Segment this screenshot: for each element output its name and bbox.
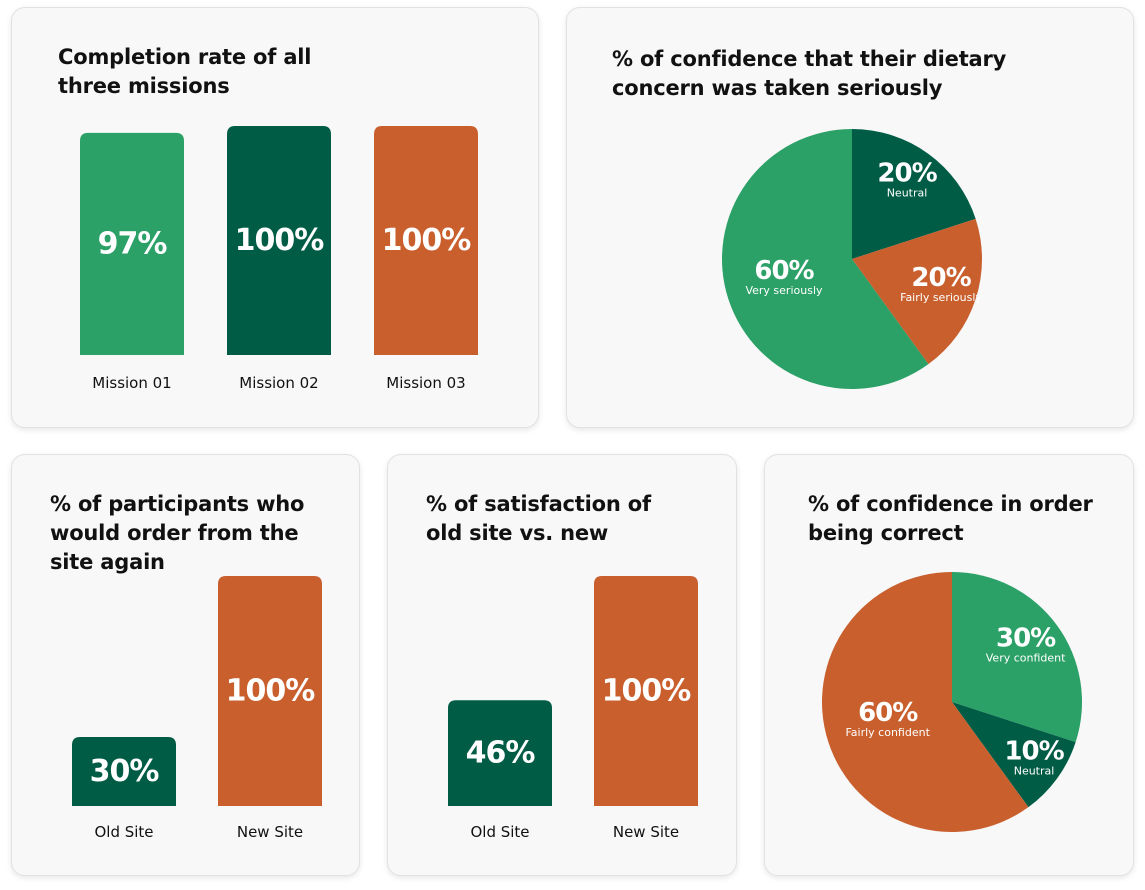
card-title: % of participants who would order from t… [50,492,305,574]
slice-value-label: 60% [858,698,918,728]
slice-value-label: 60% [754,256,814,286]
order-correct-card: % of confidence in order being correct 3… [764,454,1134,876]
dietary-concern-card: % of confidence that their dietary conce… [566,7,1134,428]
bar-mission-01 [80,132,184,355]
bar-value-label: 46% [466,736,536,771]
slice-name-label: Neutral [887,186,928,199]
pie-slice-fairly-seriously [852,218,982,365]
bar-value-label: 100% [235,223,325,258]
card-title: % of confidence that their dietary conce… [612,47,1007,100]
slice-name-label: Very confident [986,652,1066,665]
slice-name-label: Very seriously [745,284,823,297]
category-label-old-site: Old Site [470,823,529,841]
category-label-mission-01: Mission 01 [92,374,171,392]
bar-value-label: 97% [98,226,168,261]
category-label-mission-03: Mission 03 [386,374,465,392]
bar-new-site [594,576,698,806]
card-title: Completion rate of all three missions [58,45,312,98]
bar-old-site [448,700,552,806]
order-again-card: % of participants who would order from t… [11,454,360,876]
bar-value-label: 100% [382,223,472,258]
satisfaction-card: % of satisfaction of old site vs. new 46… [387,454,737,876]
order-correct-pie: 30%Very confident 10%Neutral 60%Fairly con… [822,572,1082,832]
pie-slice-very-confident [952,572,1082,743]
pie-slice-fairly-confident [822,572,1029,832]
slice-name-label: Neutral [1014,765,1055,778]
slice-value-label: 20% [911,263,971,293]
bar-mission-03 [374,126,478,355]
slice-name-label: Fairly confident [845,726,930,739]
bar-old-site [72,737,176,806]
bar-mission-02 [227,126,331,355]
satisfaction-chart: 46% Old Site 100% New Site [448,576,698,841]
slice-value-label: 20% [877,158,937,188]
pie-slice-neutral [952,702,1076,808]
category-label-new-site: New Site [613,823,679,841]
category-label-mission-02: Mission 02 [239,374,318,392]
bar-new-site [218,576,322,806]
order-again-chart: 30% Old Site 100% New Site [72,576,322,841]
slice-name-label: Fairly seriously [900,291,982,304]
bar-value-label: 30% [90,754,160,789]
card-title: % of confidence in order being correct [808,492,1093,545]
completion-rate-chart: 97% Mission 01 100% Mission 02 100% Mission 0… [80,126,478,392]
slice-value-label: 10% [1004,737,1064,767]
pie-slice-very-seriously [721,129,929,389]
bar-value-label: 100% [226,674,316,709]
bar-value-label: 100% [602,674,692,709]
slice-value-label: 30% [996,624,1056,654]
category-label-new-site: New Site [237,823,303,841]
card-title: % of satisfaction of old site vs. new [426,492,651,545]
category-label-old-site: Old Site [94,823,153,841]
completion-rate-card: Completion rate of all three missions 97… [11,7,539,428]
pie-slice-neutral [852,129,976,259]
